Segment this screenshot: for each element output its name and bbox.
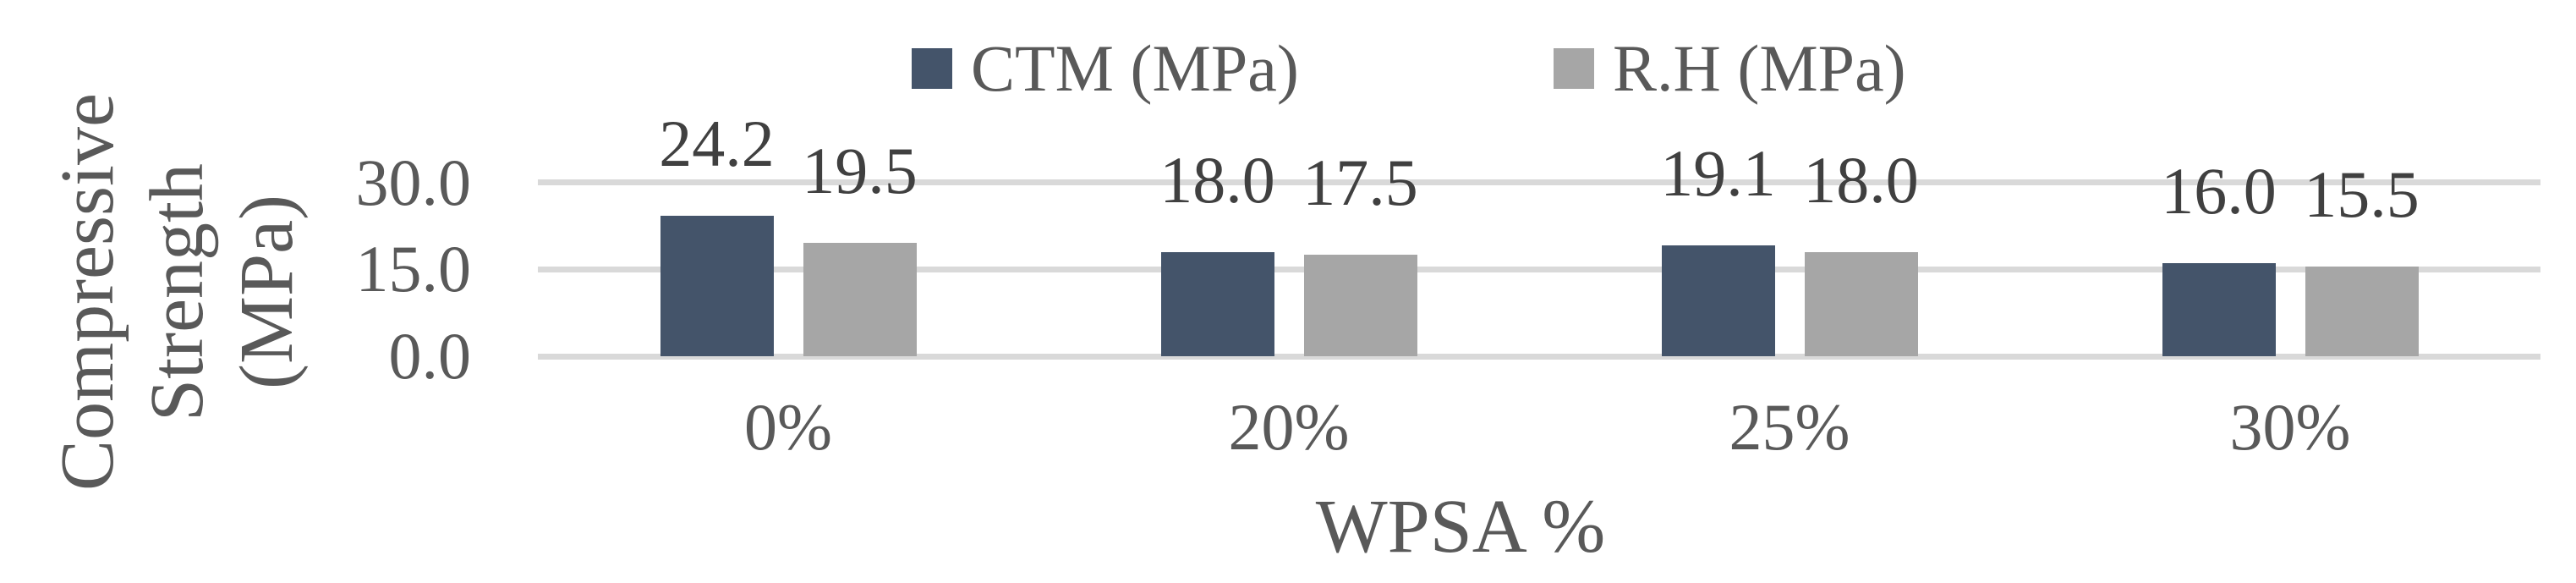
x-category-label: 20% bbox=[1228, 390, 1350, 464]
gridline bbox=[538, 353, 2540, 360]
bar-rh-30% bbox=[2305, 266, 2419, 356]
x-category-label: 0% bbox=[744, 390, 832, 464]
bar-value-label: 19.1 bbox=[1660, 136, 1776, 211]
legend-label-ctm: CTM (MPa) bbox=[971, 31, 1299, 105]
legend-label-rh: R.H (MPa) bbox=[1613, 31, 1906, 105]
legend-item-rh: R.H (MPa) bbox=[1554, 31, 1906, 105]
bar-rh-20% bbox=[1303, 255, 1417, 356]
bar-rh-0% bbox=[803, 243, 917, 356]
y-tick-label: 15.0 bbox=[355, 232, 472, 306]
x-axis-title: WPSA % bbox=[1315, 485, 1606, 569]
y-axis-title: Compressive Strength (MPa) bbox=[0, 0, 355, 583]
bar-rh-25% bbox=[1804, 251, 1918, 356]
y-axis-title-line: Strength bbox=[135, 162, 219, 421]
bar-ctm-20% bbox=[1160, 251, 1274, 356]
bar-value-label: 15.5 bbox=[2304, 157, 2420, 231]
bar-value-label: 18.0 bbox=[1803, 142, 1919, 217]
legend-swatch-ctm bbox=[912, 48, 952, 89]
bar-ctm-0% bbox=[660, 216, 774, 356]
bar-ctm-30% bbox=[2162, 263, 2276, 356]
x-category-label: 25% bbox=[1729, 390, 1850, 464]
bar-value-label: 18.0 bbox=[1159, 142, 1275, 217]
x-category-label: 30% bbox=[2229, 390, 2351, 464]
y-axis-title-line: (MPa) bbox=[225, 194, 309, 389]
bar-value-label: 17.5 bbox=[1302, 146, 1418, 220]
bar-value-label: 24.2 bbox=[659, 107, 775, 181]
y-tick-label: 0.0 bbox=[388, 319, 472, 393]
legend-item-ctm: CTM (MPa) bbox=[912, 31, 1299, 105]
gridline bbox=[538, 179, 2540, 185]
y-axis-title-line: Compressive bbox=[46, 92, 129, 491]
gridline bbox=[538, 266, 2540, 272]
bar-value-label: 16.0 bbox=[2161, 154, 2277, 228]
y-tick-label: 30.0 bbox=[355, 145, 472, 219]
legend-swatch-rh bbox=[1554, 48, 1594, 89]
bar-ctm-25% bbox=[1661, 245, 1775, 356]
bar-value-label: 19.5 bbox=[802, 134, 918, 208]
